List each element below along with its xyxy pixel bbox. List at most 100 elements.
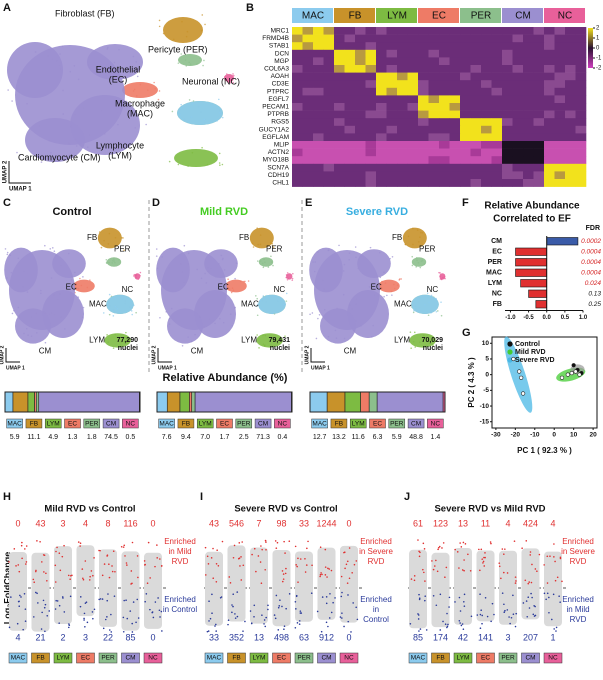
legend-box bbox=[216, 418, 233, 429]
gene-dot bbox=[61, 555, 64, 558]
gene-dot bbox=[91, 611, 94, 613]
down-count: 0 bbox=[150, 632, 155, 642]
heatmap-cell bbox=[323, 27, 335, 35]
heatmap-cell bbox=[407, 27, 419, 35]
cluster-dot bbox=[271, 242, 274, 245]
gene-dot bbox=[68, 624, 71, 627]
heatmap-cell bbox=[554, 148, 566, 157]
heatmap-cell bbox=[418, 118, 429, 127]
cluster-dot bbox=[158, 25, 161, 28]
gene-dot bbox=[324, 548, 327, 551]
heatmap-header-label: CM bbox=[515, 11, 531, 22]
cluster-dot bbox=[355, 320, 357, 323]
cluster-dot bbox=[396, 284, 399, 286]
category-box bbox=[408, 652, 428, 664]
cluster-dot bbox=[419, 266, 422, 269]
gene-dot bbox=[285, 567, 287, 570]
cluster-dot bbox=[200, 29, 203, 32]
category-box bbox=[521, 652, 540, 664]
category-box bbox=[204, 652, 224, 664]
cluster-dot bbox=[48, 313, 51, 316]
heatmap-cell bbox=[397, 42, 408, 51]
cluster-dot bbox=[412, 340, 415, 343]
legend-label: LYM bbox=[47, 421, 60, 428]
gene-dot bbox=[347, 620, 350, 623]
heatmap-cell bbox=[302, 72, 314, 81]
heatmap-cell bbox=[491, 179, 503, 187]
cluster-dot bbox=[103, 133, 106, 135]
gene-dot bbox=[554, 579, 557, 582]
heatmap-cell bbox=[292, 103, 303, 111]
heatmap-cell bbox=[407, 57, 419, 66]
heatmap-cell bbox=[491, 110, 503, 119]
cluster-dot bbox=[194, 333, 196, 336]
heatmap-cell bbox=[460, 148, 471, 157]
heatmap-cell bbox=[502, 179, 513, 187]
gene-dot bbox=[125, 562, 128, 564]
gene-dot bbox=[556, 576, 559, 579]
gene-dot bbox=[263, 623, 265, 625]
category-box bbox=[431, 652, 450, 664]
heatmap-cell bbox=[481, 80, 492, 89]
point bbox=[521, 391, 526, 396]
gene-dot bbox=[79, 545, 81, 547]
heatmap-cell bbox=[533, 133, 545, 142]
heatmap-cell bbox=[302, 163, 314, 172]
gene-dot bbox=[439, 593, 442, 596]
gene-dot bbox=[441, 547, 443, 549]
cluster-dot bbox=[114, 261, 116, 264]
cluster-dot bbox=[73, 64, 76, 67]
heatmap-cell bbox=[323, 72, 335, 81]
abundance-segment bbox=[360, 391, 370, 413]
fdr-value: 0.0004 bbox=[581, 269, 601, 276]
x-tick-label: -20 bbox=[511, 432, 521, 439]
heatmap-cell bbox=[575, 171, 587, 180]
cluster-dot bbox=[185, 65, 188, 67]
cluster-blob bbox=[258, 294, 286, 314]
heatmap-cell bbox=[575, 118, 587, 127]
heatmap-cell bbox=[460, 80, 471, 89]
point bbox=[517, 369, 522, 374]
cluster-dot bbox=[444, 277, 446, 280]
gene-dot bbox=[510, 616, 513, 619]
gene-dot bbox=[527, 582, 530, 585]
down-count: 85 bbox=[125, 632, 135, 642]
heatmap-cell bbox=[565, 133, 576, 142]
gene-band bbox=[340, 545, 358, 623]
cluster-dot bbox=[159, 316, 161, 319]
gene-dot bbox=[36, 540, 38, 542]
gene-dot bbox=[278, 605, 281, 607]
cluster-blob bbox=[7, 42, 63, 98]
heatmap-cell bbox=[376, 179, 387, 187]
heatmap-cell bbox=[512, 65, 524, 73]
gene-dot bbox=[39, 540, 41, 543]
up-count: 4 bbox=[550, 518, 555, 528]
gene-dot bbox=[418, 593, 420, 596]
cluster-dot bbox=[349, 304, 351, 306]
heatmap-cell bbox=[323, 141, 335, 149]
category-label: FB bbox=[493, 301, 502, 308]
heatmap-cell bbox=[323, 57, 335, 66]
heatmap-cell bbox=[407, 141, 419, 149]
gene-dot bbox=[512, 594, 514, 597]
gene-dot bbox=[435, 559, 437, 562]
gene-dot bbox=[228, 576, 231, 578]
cluster-dot bbox=[270, 261, 273, 263]
cluster-dot bbox=[89, 279, 91, 281]
cluster-dot bbox=[154, 87, 157, 90]
gene-dot bbox=[297, 557, 299, 560]
heatmap-cell bbox=[397, 156, 408, 165]
heatmap-cell bbox=[512, 34, 524, 43]
abundance-value: 1.3 bbox=[68, 434, 78, 441]
panel-label: D bbox=[152, 197, 160, 209]
gene-dot bbox=[305, 564, 308, 566]
gene-dot bbox=[461, 623, 464, 625]
gene-dot bbox=[10, 596, 12, 598]
down-count: 4 bbox=[15, 632, 20, 642]
gene-label: CD3E bbox=[272, 81, 290, 88]
cluster-dot bbox=[58, 64, 61, 67]
heatmap-cell bbox=[302, 125, 314, 134]
gene-dot bbox=[283, 625, 286, 628]
cluster-dot bbox=[196, 268, 198, 271]
heatmap-cell bbox=[470, 118, 482, 127]
